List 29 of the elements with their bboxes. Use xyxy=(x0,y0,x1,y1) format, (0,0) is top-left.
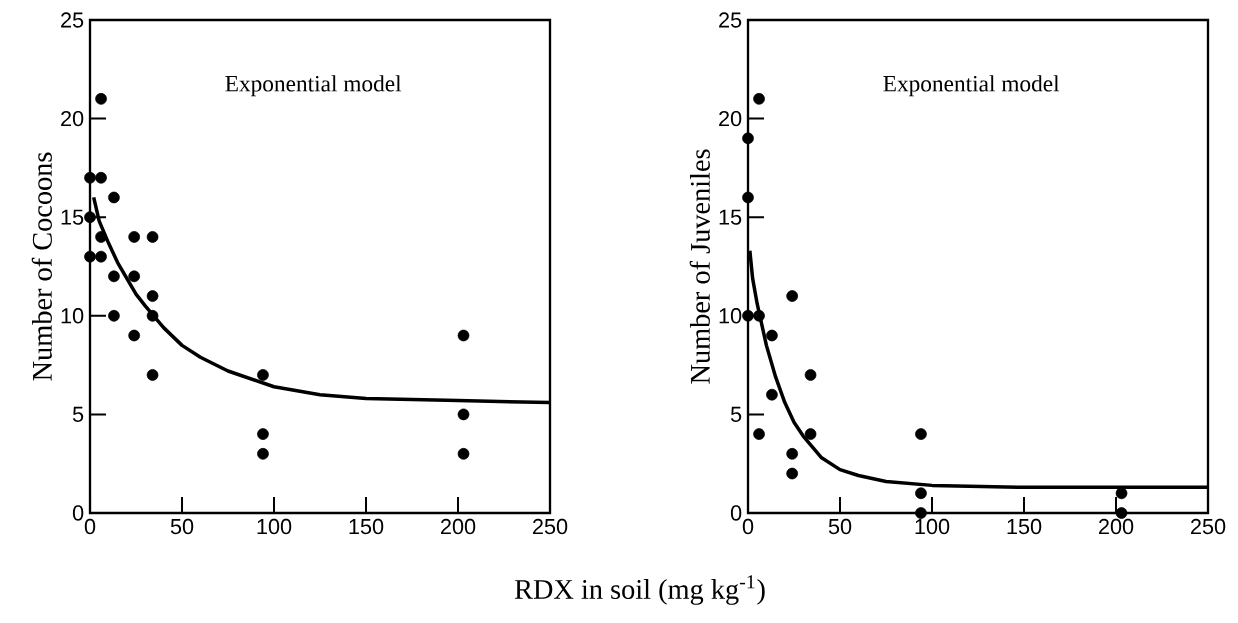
x-tick-label: 100 xyxy=(915,518,950,535)
x-tick-label: 150 xyxy=(1007,518,1042,535)
y-tick-label: 20 xyxy=(719,110,742,127)
y-tick-label: 0 xyxy=(730,505,742,521)
y-axis-title: Number of Cocoons xyxy=(31,152,52,381)
y-tick-label: 25 xyxy=(719,12,742,28)
y-tick-label: 10 xyxy=(61,308,84,324)
y-tick-label: 25 xyxy=(61,12,84,28)
x-tick-label: 150 xyxy=(349,518,384,535)
x-tick-label: 50 xyxy=(828,518,852,535)
y-tick-label: 5 xyxy=(72,406,84,422)
y-tick-label: 5 xyxy=(730,406,742,422)
x-tick-label: 100 xyxy=(257,518,292,535)
x-tick-label: 250 xyxy=(533,518,568,535)
x-tick-label: 200 xyxy=(1099,518,1134,535)
annotation: Exponential model xyxy=(883,75,1060,97)
y-tick-label: 15 xyxy=(61,209,84,225)
annotation: Exponential model xyxy=(225,75,402,97)
x-tick-label: 250 xyxy=(1191,518,1226,535)
x-tick-label: 0 xyxy=(742,518,754,535)
y-tick-label: 15 xyxy=(719,209,742,225)
x-tick-label: 0 xyxy=(84,518,96,535)
x-tick-label: 50 xyxy=(170,518,194,535)
x-axis-title: RDX in soil (mg kg$^{-1}$) xyxy=(514,575,765,605)
x-tick-label: 200 xyxy=(441,518,476,535)
y-tick-label: 20 xyxy=(61,110,84,127)
y-axis-title: Number of Juveniles xyxy=(689,149,710,384)
y-tick-label: 10 xyxy=(719,308,742,324)
y-tick-label: 0 xyxy=(72,505,84,521)
